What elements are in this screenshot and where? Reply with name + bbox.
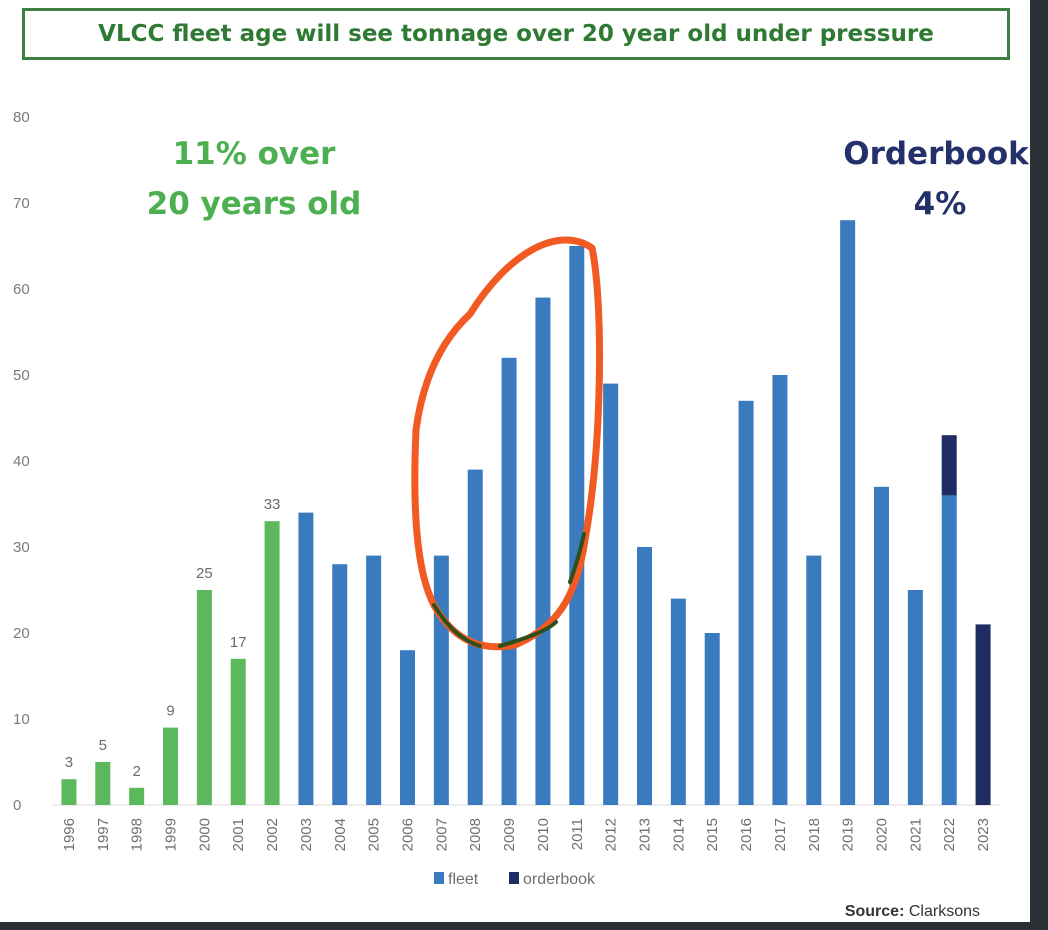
y-tick-label: 0 [13, 797, 21, 814]
x-tick-label-2007: 2007 [433, 818, 450, 851]
x-tick-label-2001: 2001 [230, 818, 247, 851]
x-tick-label-2021: 2021 [907, 818, 924, 851]
bar-fleet-2014 [670, 598, 686, 805]
bar-fleet-1997 [95, 762, 111, 805]
x-tick-label-2009: 2009 [501, 818, 518, 851]
source-label: Source: [845, 903, 905, 920]
legend-label-fleet: fleet [448, 871, 479, 888]
x-tick-label-2018: 2018 [806, 818, 823, 851]
x-tick-label-2012: 2012 [603, 818, 620, 851]
bar-fleet-2013 [637, 547, 652, 805]
bar-fleet-2021 [907, 590, 923, 805]
bar-fleet-2020 [874, 486, 889, 805]
x-axis-ticks: 1996 1997 1998 1999 2000 2001 2002 2003 2004 2005… [61, 818, 992, 851]
bar-fleet-2005 [366, 555, 382, 805]
data-label-2000: 25 [196, 565, 213, 582]
bar-fleet-1999 [163, 727, 178, 805]
bar-fleet-2016 [738, 400, 754, 805]
x-tick-label-2015: 2015 [704, 818, 721, 851]
legend-swatch-fleet [434, 872, 444, 884]
bar-fleet-2012 [603, 383, 619, 805]
y-tick-label: 60 [13, 281, 30, 298]
bar-fleet-2018 [806, 555, 822, 805]
bar-fleet-1998 [129, 787, 145, 805]
x-tick-label-2020: 2020 [874, 818, 891, 851]
legend: fleet orderbook [434, 871, 596, 888]
source-note: Source: Clarksons [845, 903, 980, 920]
x-tick-label-1996: 1996 [61, 818, 78, 851]
y-tick-label: 20 [13, 625, 30, 642]
x-tick-label-2017: 2017 [772, 818, 789, 851]
data-label-1998: 2 [132, 763, 140, 780]
bars-group [61, 220, 991, 805]
bar-fleet-2019 [840, 220, 856, 805]
x-tick-label-2022: 2022 [941, 818, 958, 851]
x-tick-label-1997: 1997 [95, 818, 112, 851]
x-tick-label-2008: 2008 [467, 818, 484, 851]
y-axis-ticks: 0 10 20 30 40 50 60 70 80 [13, 109, 30, 814]
y-tick-label: 40 [13, 453, 30, 470]
x-tick-label-1999: 1999 [163, 818, 180, 851]
y-tick-label: 10 [13, 711, 30, 728]
bar-fleet-2003 [298, 512, 314, 805]
x-tick-label-2011: 2011 [569, 818, 586, 850]
x-tick-label-2013: 2013 [637, 818, 654, 851]
bar-fleet-1996 [61, 779, 77, 805]
data-label-1997: 5 [99, 737, 107, 754]
x-tick-label-2014: 2014 [670, 818, 687, 851]
y-tick-label: 50 [13, 367, 30, 384]
y-tick-label: 70 [13, 195, 30, 212]
bar-fleet-2015 [704, 633, 720, 805]
data-label-2001: 17 [230, 634, 247, 651]
x-tick-label-2000: 2000 [196, 818, 213, 851]
bar-orderbook-2022 [941, 435, 957, 496]
x-tick-label-2016: 2016 [738, 818, 755, 851]
chart-frame: VLCC fleet age will see tonnage over 20 … [0, 0, 1030, 922]
bar-fleet-2004 [332, 564, 348, 805]
y-tick-label: 80 [13, 109, 30, 126]
data-label-2002: 33 [264, 496, 281, 513]
x-tick-label-2010: 2010 [535, 818, 552, 851]
over20-annotation-line2: 20 years old [147, 186, 362, 222]
title-box: VLCC fleet age will see tonnage over 20 … [22, 8, 1010, 60]
x-tick-label-1998: 1998 [129, 818, 146, 851]
over20-annotation-line1: 11% over [173, 136, 337, 172]
y-tick-label: 30 [13, 539, 30, 556]
bar-fleet-2010 [535, 297, 551, 805]
x-tick-label-2023: 2023 [975, 818, 992, 851]
x-tick-label-2005: 2005 [366, 818, 383, 851]
bar-fleet-2001 [230, 658, 246, 805]
data-label-1996: 3 [65, 754, 73, 771]
highlight-circle-dark-mark [432, 532, 586, 648]
legend-label-orderbook: orderbook [523, 871, 596, 888]
bar-fleet-2000 [196, 590, 212, 805]
x-tick-label-2002: 2002 [264, 818, 281, 851]
bar-fleet-2007 [433, 555, 449, 805]
bar-orderbook-2023 [975, 624, 991, 805]
bar-fleet-2006 [400, 650, 415, 805]
source-value: Clarksons [909, 903, 980, 920]
legend-swatch-orderbook [509, 872, 519, 884]
bar-fleet-2011 [569, 246, 585, 805]
data-label-1999: 9 [166, 703, 174, 720]
window-edge [1030, 0, 1048, 930]
data-labels-group: 3 5 2 9 25 17 33 [65, 496, 281, 780]
bar-fleet-2008 [467, 469, 483, 805]
x-tick-label-2006: 2006 [400, 818, 417, 851]
x-tick-label-2003: 2003 [298, 818, 315, 851]
x-tick-label-2004: 2004 [332, 818, 349, 851]
chart-title: VLCC fleet age will see tonnage over 20 … [98, 21, 934, 47]
bar-fleet-2017 [772, 375, 788, 805]
bar-fleet-2002 [264, 521, 280, 805]
orderbook-annotation-line1: Orderbook [843, 136, 1030, 172]
orderbook-annotation-line2: 4% [914, 186, 967, 222]
bar-fleet-2022 [941, 495, 957, 805]
x-tick-label-2019: 2019 [840, 818, 857, 851]
bar-fleet-2009 [501, 357, 517, 805]
